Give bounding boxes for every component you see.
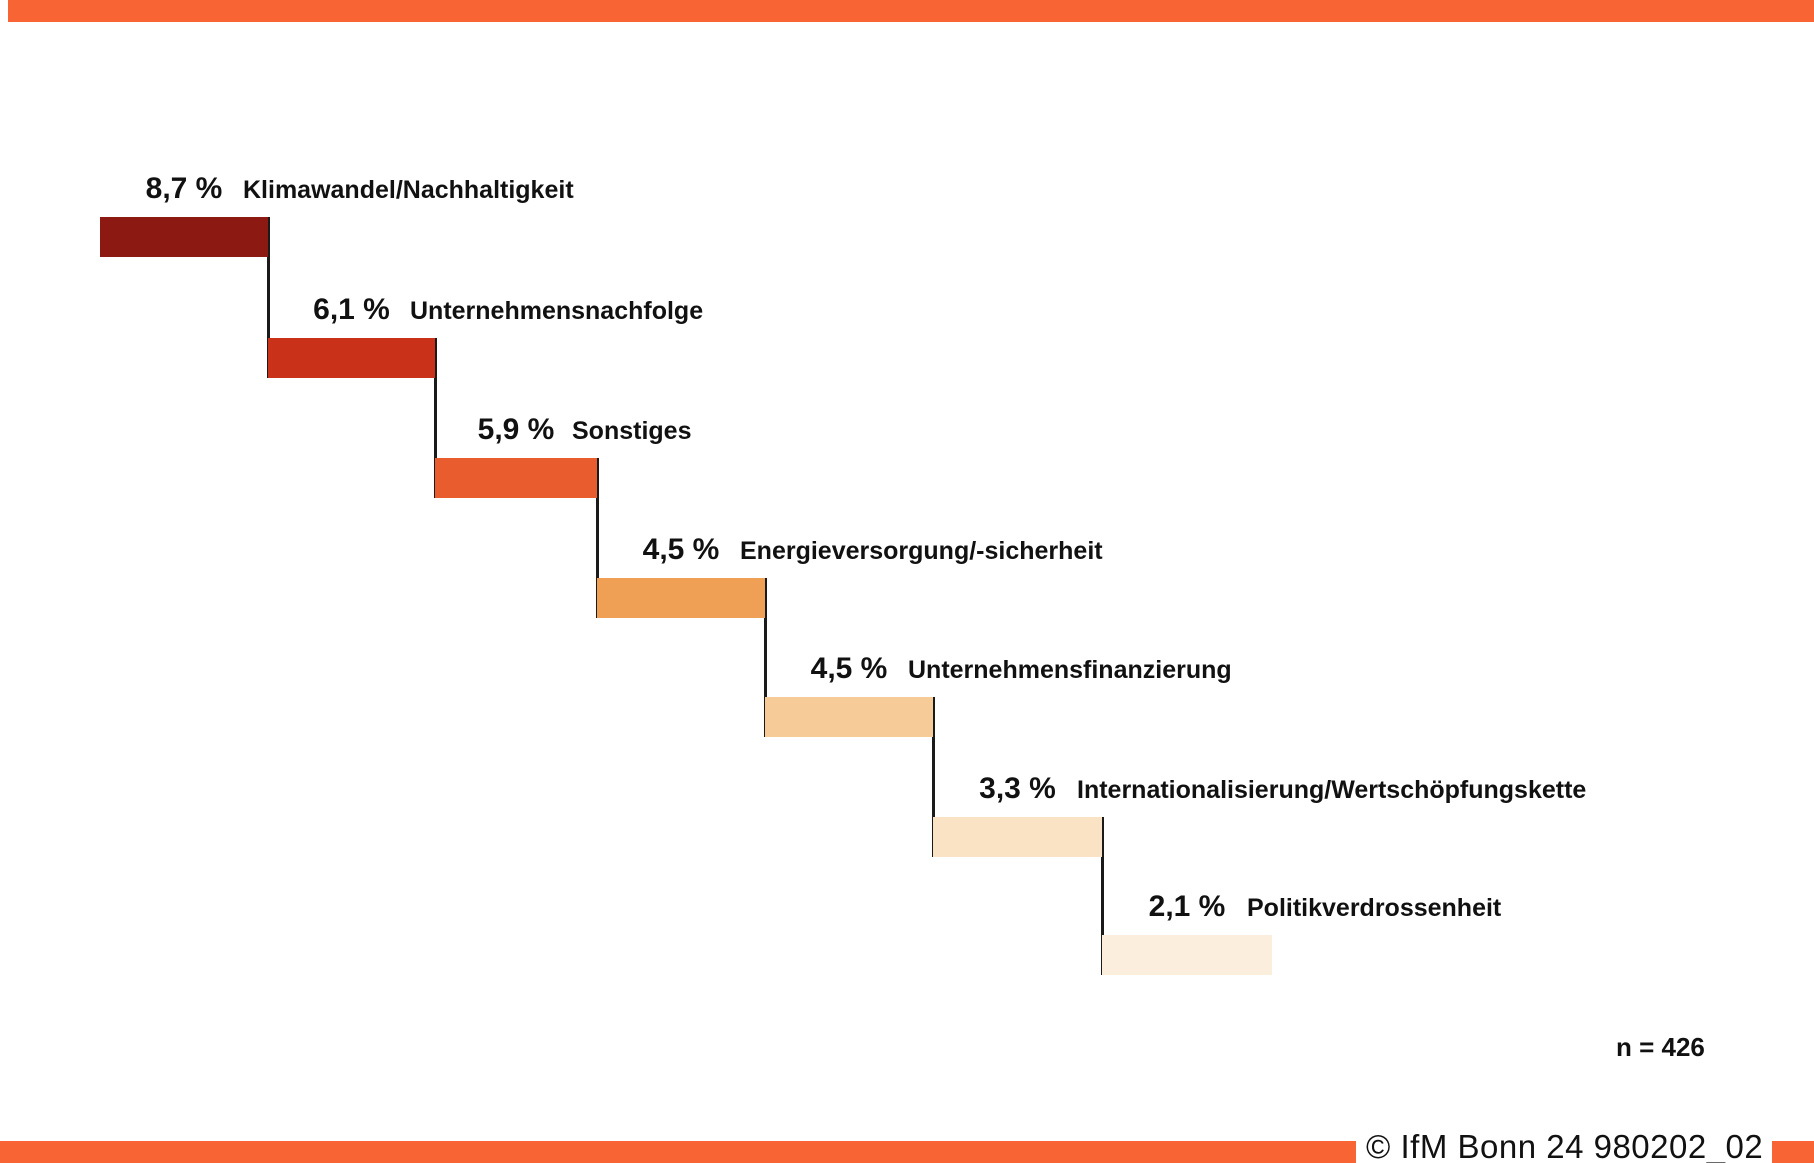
bottom-accent-bar bbox=[0, 1141, 1356, 1163]
waterfall-bar bbox=[435, 458, 597, 498]
bar-category-label: Unternehmensnachfolge bbox=[410, 297, 704, 325]
bar-value-label: 2,1 % bbox=[1148, 890, 1226, 923]
waterfall-bar bbox=[100, 217, 268, 257]
bar-category-label: Klimawandel/Nachhaltigkeit bbox=[243, 176, 574, 204]
bar-category-label: Sonstiges bbox=[572, 417, 692, 445]
bar-value-label: 4,5 % bbox=[810, 652, 888, 685]
waterfall-bar bbox=[933, 817, 1102, 857]
step-connector-line bbox=[433, 338, 437, 498]
step-connector-line bbox=[931, 697, 935, 857]
sample-size-note: n = 426 bbox=[1616, 1032, 1705, 1062]
accent-corner-square bbox=[1772, 1141, 1814, 1163]
bar-value-label: 4,5 % bbox=[642, 533, 720, 566]
bar-category-label: Politikverdrossenheit bbox=[1247, 894, 1502, 922]
step-connector-line bbox=[1100, 817, 1104, 975]
step-connector-line bbox=[763, 578, 767, 737]
bar-value-label: 8,7 % bbox=[145, 172, 223, 205]
bar-value-label: 5,9 % bbox=[477, 413, 555, 446]
copyright-text: © IfM Bonn 24 980202_02 bbox=[1366, 1128, 1764, 1163]
bar-category-label: Internationalisierung/Wertschöpfungskett… bbox=[1077, 776, 1587, 804]
step-connector-line bbox=[266, 217, 270, 378]
top-accent-bar bbox=[8, 0, 1814, 22]
waterfall-bar bbox=[597, 578, 765, 618]
bar-category-label: Energieversorgung/-sicherheit bbox=[740, 537, 1103, 565]
bar-category-label: Unternehmensfinanzierung bbox=[908, 656, 1232, 684]
waterfall-bar bbox=[765, 697, 933, 737]
waterfall-bar bbox=[1102, 935, 1272, 975]
waterfall-bar bbox=[268, 338, 435, 378]
bar-value-label: 3,3 % bbox=[979, 772, 1056, 805]
step-connector-line bbox=[595, 458, 599, 618]
bar-value-label: 6,1 % bbox=[313, 293, 390, 326]
